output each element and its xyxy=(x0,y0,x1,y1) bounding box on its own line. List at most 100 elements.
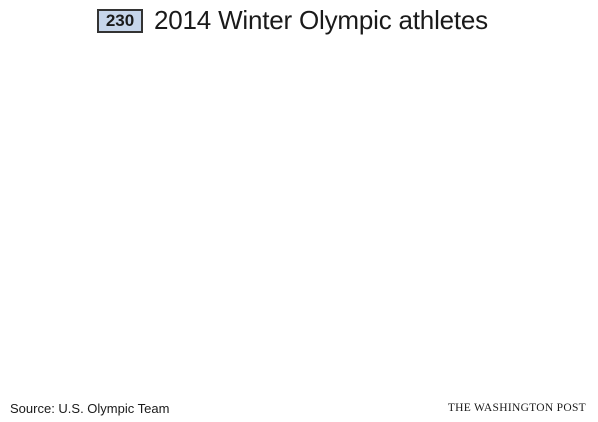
state-NM xyxy=(142,217,211,291)
state-KY xyxy=(351,199,411,233)
count-RI: 1 xyxy=(571,132,579,149)
abbr-RI: RI xyxy=(552,136,562,147)
count-WY: 1 xyxy=(165,129,173,146)
abbr-KS: KS xyxy=(249,212,263,223)
count-IA: 1 xyxy=(297,150,305,167)
abbr-VT: VT xyxy=(461,74,474,85)
state-NY xyxy=(424,94,496,143)
state-IL xyxy=(324,159,361,233)
count-ND: 2 xyxy=(236,81,244,98)
state-SD xyxy=(202,114,281,158)
leader-NJ xyxy=(483,159,530,177)
state-NJ xyxy=(474,144,486,176)
count-MN: 19 xyxy=(283,95,300,112)
abbr-UT: UT xyxy=(117,197,130,208)
abbr-MI: MI xyxy=(370,149,381,160)
state-MA xyxy=(491,105,529,121)
count-NC: 1 xyxy=(466,218,474,235)
abbr-IA: IA xyxy=(296,168,306,179)
state-WA xyxy=(29,44,102,95)
state-MO xyxy=(291,184,346,241)
count-MI: 13 xyxy=(368,131,385,148)
state-WV xyxy=(409,181,441,216)
count-ME: 1 xyxy=(509,71,517,88)
state-VT xyxy=(486,77,501,111)
count-VA: 2 xyxy=(438,195,446,212)
count-IN: 1 xyxy=(367,172,375,189)
state-RI xyxy=(507,117,516,133)
abbr-TX: TX xyxy=(238,298,251,309)
count-WA: 8 xyxy=(64,54,72,71)
swatch-CT xyxy=(530,150,546,165)
count-NE: 1 xyxy=(239,157,247,174)
abbr-WA: WA xyxy=(62,72,78,83)
count-TX: 4 xyxy=(240,280,249,297)
abbr-MT: MT xyxy=(155,100,169,111)
state-AL xyxy=(359,247,393,306)
publisher-credit: THE WASHINGTON POST xyxy=(447,402,586,414)
state-DE xyxy=(474,171,485,189)
state-GA xyxy=(384,245,431,301)
abbr-NJ: NJ xyxy=(551,172,563,183)
abbr-IN: IN xyxy=(366,190,376,201)
count-NV: 1 xyxy=(73,157,81,174)
state-UT xyxy=(103,144,151,216)
count-WI: 15 xyxy=(324,117,341,134)
abbr-IL: IL xyxy=(340,192,349,203)
state-NH xyxy=(496,71,511,109)
swatch-VT xyxy=(443,70,459,85)
state-MS xyxy=(336,249,363,307)
abbr-MN: MN xyxy=(283,113,299,124)
state-NV xyxy=(52,136,115,239)
abbr-MA: MA xyxy=(548,118,563,129)
count-IL: 10 xyxy=(334,174,351,191)
abbr-VA: VA xyxy=(445,211,458,222)
abbr-ND: ND xyxy=(233,99,247,110)
state-MD xyxy=(429,171,477,191)
abbr-OR: OR xyxy=(51,113,66,124)
state-TN xyxy=(339,227,421,253)
abbr-AZ: AZ xyxy=(109,252,122,263)
count-NH: 9 xyxy=(429,36,437,53)
leader-CT xyxy=(501,127,530,158)
count-KY: 1 xyxy=(382,195,390,212)
total-athletes-badge: 230 xyxy=(97,9,143,33)
state-AR xyxy=(299,239,341,286)
abbr-MO: MO xyxy=(299,209,315,220)
state-WI xyxy=(309,101,356,163)
state-IA xyxy=(279,139,337,186)
count-AZ: 1 xyxy=(111,227,119,244)
abbr-AK: AK xyxy=(45,329,59,340)
abbr-WI: WI xyxy=(326,135,338,146)
state-IN xyxy=(359,163,379,206)
state-TX xyxy=(174,239,315,353)
state-ID xyxy=(89,56,142,152)
count-MT: 3 xyxy=(158,82,166,99)
state-CT xyxy=(491,117,510,135)
count-FL: 3 xyxy=(427,307,435,324)
state-AZ xyxy=(87,211,148,293)
count-VT: 13 xyxy=(420,70,437,87)
count-CO: 19 xyxy=(172,184,189,201)
abbr-FL: FL xyxy=(428,325,440,336)
state-LA xyxy=(301,284,356,321)
abbr-CT: CT xyxy=(551,154,564,165)
state-MI xyxy=(354,99,389,166)
abbr-NY: NY xyxy=(459,134,473,145)
state-ME xyxy=(505,47,539,107)
state-NE xyxy=(202,154,293,194)
count-CA: 20 xyxy=(26,184,43,201)
swatch-NJ xyxy=(530,168,546,183)
abbr-OH: OH xyxy=(396,183,411,194)
count-MA: 10 xyxy=(569,114,586,131)
leader-VT xyxy=(471,76,493,93)
count-OH: 3 xyxy=(399,165,407,182)
state-HI xyxy=(143,344,183,370)
count-OR: 2 xyxy=(52,95,60,112)
abbr-ME: ME xyxy=(509,89,524,100)
abbr-WY: WY xyxy=(163,147,179,158)
state-NC xyxy=(414,219,481,256)
count-SC: 1 xyxy=(423,246,431,263)
abbr-ID: ID xyxy=(102,124,112,135)
